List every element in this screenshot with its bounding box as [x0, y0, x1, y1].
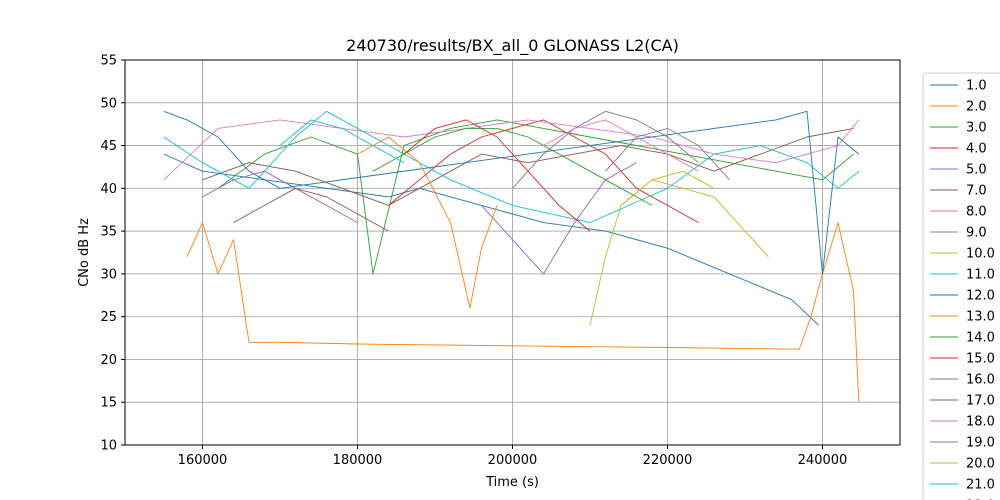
x-tick-label: 200000 — [488, 453, 538, 468]
series-line-20-0 — [620, 170, 715, 206]
legend-entry: 2.0 — [966, 100, 987, 115]
legend-entry: 18.0 — [966, 415, 995, 430]
y-tick-label: 20 — [100, 353, 117, 368]
series-line-3-0 — [217, 119, 854, 275]
legend-entry: 19.0 — [966, 436, 995, 451]
y-tick-label: 40 — [100, 182, 117, 197]
legend-entry: 4.0 — [966, 142, 987, 157]
x-tick-label: 160000 — [178, 453, 228, 468]
legend-entry: 20.0 — [966, 457, 995, 472]
legend-entry: 21.0 — [966, 478, 995, 493]
legend-entry: 17.0 — [966, 394, 995, 409]
series-line-18-0 — [543, 119, 699, 172]
series-layer — [163, 110, 860, 403]
legend-entry: 14.0 — [966, 331, 995, 346]
legend-entry: 10.0 — [966, 247, 995, 262]
series-line-16-0 — [202, 170, 358, 223]
series-line-7-0 — [202, 127, 854, 206]
x-tick-label: 180000 — [333, 453, 383, 468]
legend-entry: 15.0 — [966, 352, 995, 367]
legend-entry: 3.0 — [966, 121, 987, 136]
legend-entry: 16.0 — [966, 373, 995, 388]
legend: 1.0 2.0 3.0 4.0 5.0 7.0 8.0 9.0 10.0 11.0 12.0 13.0… — [922, 72, 1000, 500]
legend-entry: 7.0 — [966, 184, 987, 199]
x-tick-label: 220000 — [643, 453, 693, 468]
y-tick-label: 50 — [100, 96, 117, 111]
legend-entry: 1.0 — [966, 79, 987, 94]
series-line-21-0 — [279, 119, 405, 164]
legend-entry: 13.0 — [966, 310, 995, 325]
series-line-4-0 — [388, 119, 699, 223]
y-tick-label: 15 — [100, 396, 117, 411]
plot-area: 160000 180000 200000 220000 240000 10 15 20 25 3… — [100, 54, 901, 468]
legend-entry: 12.0 — [966, 289, 995, 304]
y-axis-label: CNo dB Hz — [77, 218, 92, 287]
series-line-10-0 — [589, 179, 769, 326]
series-line-19-0 — [605, 127, 730, 181]
y-tick-label: 45 — [100, 139, 117, 154]
series-line-17-0 — [233, 187, 389, 232]
legend-box — [922, 72, 1000, 500]
y-axis-ticks: 10 15 20 25 30 35 40 45 50 55 — [100, 54, 125, 454]
legend-entry: 9.0 — [966, 226, 987, 241]
series-line-5-0 — [481, 162, 637, 275]
y-tick-label: 30 — [100, 267, 117, 282]
x-axis-ticks: 160000 180000 200000 220000 240000 — [178, 445, 848, 468]
legend-entry: 22.0 — [966, 499, 995, 500]
series-line-9-0 — [512, 110, 699, 189]
chart-title: 240730/results/BX_all_0 GLONASS L2(CA) — [346, 36, 679, 56]
series-line-12-0 — [163, 110, 860, 275]
series-line-13-0 — [357, 136, 498, 309]
y-tick-label: 35 — [100, 225, 117, 240]
x-axis-label: Time (s) — [485, 475, 539, 490]
x-tick-label: 240000 — [798, 453, 848, 468]
series-line-2-0 — [186, 222, 860, 403]
y-tick-label: 25 — [100, 310, 117, 325]
legend-entry: 11.0 — [966, 268, 995, 283]
y-tick-label: 55 — [100, 54, 117, 69]
series-line-8-0 — [163, 119, 860, 181]
series-line-11-0 — [163, 110, 860, 224]
legend-entry: 5.0 — [966, 163, 987, 178]
legend-entry: 8.0 — [966, 205, 987, 220]
series-line-15-0 — [403, 119, 591, 232]
y-tick-label: 10 — [100, 439, 117, 454]
series-line-14-0 — [372, 127, 653, 206]
